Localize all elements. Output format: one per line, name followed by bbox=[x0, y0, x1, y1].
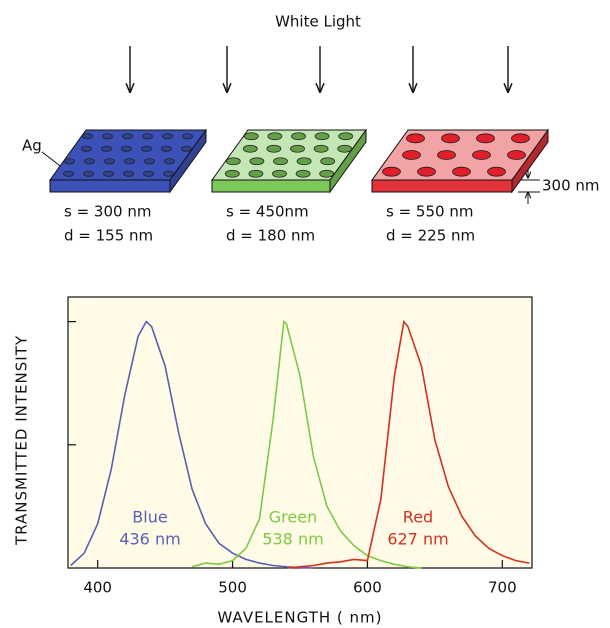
s-label: s = 300 nm bbox=[64, 203, 151, 221]
hole bbox=[441, 133, 460, 144]
hole bbox=[437, 150, 456, 160]
d-label: d = 225 nm bbox=[386, 227, 475, 245]
hole bbox=[382, 166, 401, 177]
hole bbox=[406, 133, 425, 144]
hole bbox=[296, 157, 312, 166]
d-label: d = 180 nm bbox=[226, 227, 315, 245]
series-line bbox=[191, 319, 422, 569]
hole bbox=[63, 170, 74, 177]
plate-side bbox=[511, 128, 549, 194]
hole bbox=[83, 170, 94, 177]
plate-front bbox=[211, 179, 331, 193]
hole bbox=[141, 145, 152, 152]
series-name: Green bbox=[269, 508, 317, 527]
s-label: s = 450nm bbox=[226, 203, 309, 221]
hole bbox=[402, 150, 421, 160]
hole bbox=[161, 145, 172, 152]
hole bbox=[511, 133, 530, 144]
hole bbox=[64, 158, 75, 165]
hole bbox=[103, 170, 114, 177]
material-label: Ag bbox=[22, 137, 42, 155]
hole bbox=[84, 158, 95, 165]
hole bbox=[313, 144, 329, 153]
series-line bbox=[70, 320, 314, 569]
thickness-label: 300 nm bbox=[542, 177, 600, 195]
hole bbox=[472, 150, 491, 160]
hole bbox=[476, 133, 495, 144]
hole bbox=[143, 170, 154, 177]
hole bbox=[142, 133, 153, 140]
hole bbox=[273, 157, 288, 166]
hole bbox=[163, 170, 174, 177]
hole bbox=[320, 157, 336, 166]
x-axis-title: WAVELENGTH ( nm) bbox=[218, 609, 383, 627]
hole bbox=[225, 157, 241, 166]
hole bbox=[338, 132, 354, 141]
hole bbox=[81, 145, 92, 152]
hole bbox=[121, 145, 132, 152]
hole bbox=[452, 166, 471, 177]
hole bbox=[417, 166, 436, 177]
x-tick-label: 600 bbox=[353, 579, 382, 597]
hole bbox=[337, 144, 353, 153]
hole bbox=[314, 132, 330, 141]
plate-front bbox=[49, 179, 171, 193]
hole bbox=[181, 145, 192, 152]
peak-label: 538 nm bbox=[262, 530, 323, 549]
hole bbox=[295, 169, 311, 178]
diagram-title: White Light bbox=[275, 13, 361, 31]
hole bbox=[164, 158, 175, 165]
hole bbox=[122, 133, 133, 140]
hole bbox=[249, 157, 265, 166]
series-line bbox=[286, 319, 530, 569]
s-label: s = 550 nm bbox=[386, 203, 473, 221]
hole bbox=[104, 158, 115, 165]
hole bbox=[82, 133, 93, 140]
hole bbox=[267, 132, 283, 141]
hole bbox=[182, 133, 193, 140]
series-name: Red bbox=[403, 508, 433, 527]
peak-label: 627 nm bbox=[387, 530, 448, 549]
hole bbox=[248, 169, 264, 178]
hole bbox=[266, 144, 282, 153]
series-name: Blue bbox=[132, 508, 167, 527]
hole bbox=[224, 169, 240, 178]
hole bbox=[319, 169, 335, 178]
hole bbox=[162, 133, 173, 140]
hole bbox=[242, 144, 258, 153]
x-tick-label: 700 bbox=[488, 579, 517, 597]
x-tick-label: 500 bbox=[218, 579, 247, 597]
peak-label: 436 nm bbox=[119, 530, 180, 549]
hole bbox=[144, 158, 155, 165]
hole bbox=[101, 145, 112, 152]
hole bbox=[291, 132, 306, 141]
hole bbox=[507, 150, 526, 160]
x-tick-label: 400 bbox=[83, 579, 112, 597]
hole bbox=[243, 132, 259, 141]
plate-side bbox=[169, 128, 207, 194]
plate-front bbox=[371, 179, 513, 193]
hole bbox=[290, 144, 305, 153]
plot-area bbox=[67, 296, 533, 569]
d-label: d = 155 nm bbox=[64, 227, 153, 245]
plate-side bbox=[329, 128, 367, 194]
hole bbox=[123, 170, 134, 177]
hole bbox=[487, 166, 506, 177]
y-axis-title: TRANSMITTED INTENSITY bbox=[13, 335, 31, 546]
hole bbox=[124, 158, 135, 165]
hole bbox=[102, 133, 113, 140]
hole bbox=[272, 169, 287, 178]
